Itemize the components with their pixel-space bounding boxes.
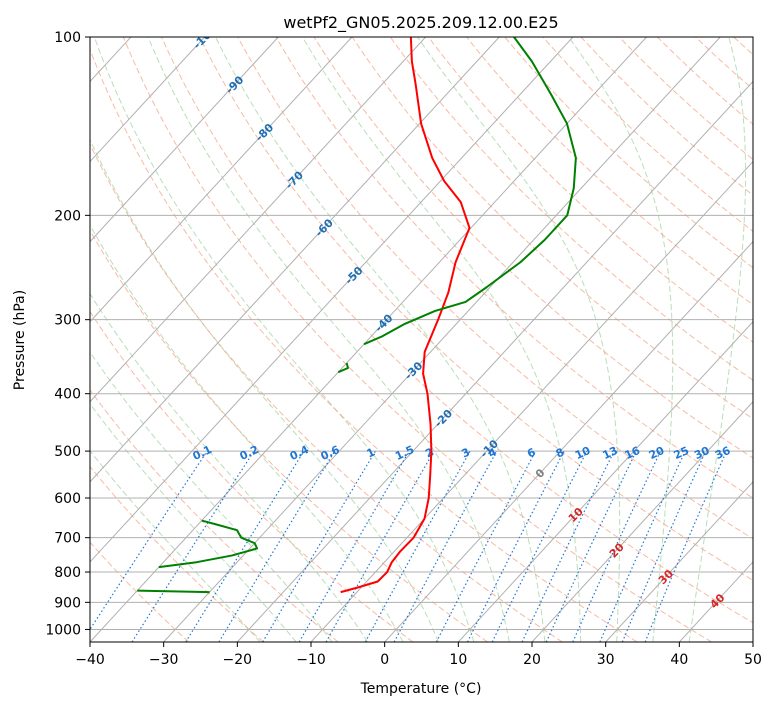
mixing-ratio-label: 20 xyxy=(647,444,667,462)
temperature-profile-line xyxy=(340,37,471,594)
isotherm-lines xyxy=(90,37,753,642)
isotherm-line xyxy=(90,37,279,243)
mixing-ratio-line xyxy=(545,451,637,642)
y-tick-label: 200 xyxy=(54,208,81,224)
mixing-ratio-line xyxy=(218,451,336,642)
mixing-ratio-labels: 0.1 0.2 0.4 0.6 1 1.5 2 3 4 6 8 10 13 16 20 25 30 36 xyxy=(191,443,733,463)
dry-adiabat xyxy=(90,389,339,642)
mixing-ratio-line xyxy=(262,451,376,642)
y-axis-label: Pressure (hPa) xyxy=(12,290,28,390)
isotherm-line xyxy=(163,37,721,642)
y-tick-label: 1000 xyxy=(45,622,81,638)
x-tick-label: −10 xyxy=(296,652,326,668)
x-tick-label: 40 xyxy=(670,652,688,668)
plot-area: -100-90-80-70-60-50-40-30-20-10010203040… xyxy=(90,37,753,642)
mixing-ratio-line xyxy=(644,451,727,642)
mixing-ratio-line xyxy=(185,451,305,642)
x-tick-label: 50 xyxy=(744,652,762,668)
mixing-ratio-line xyxy=(325,451,435,642)
mixing-ratio-line xyxy=(621,451,707,642)
moist-adiabat xyxy=(147,37,510,642)
plot-frame xyxy=(89,36,754,643)
mixing-ratio-line xyxy=(131,451,255,642)
isotherm-line xyxy=(90,37,574,563)
mixing-ratio-lines xyxy=(90,451,727,642)
isotherm-line xyxy=(310,160,753,642)
y-tick-label: 600 xyxy=(54,491,81,507)
dry-adiabat xyxy=(199,37,753,581)
isotherm-line xyxy=(90,37,426,403)
isotherm-line xyxy=(90,37,353,323)
y-axis-ticks: 100 200 300 400 500 600 700 800 900 1000 xyxy=(45,30,90,638)
x-axis-ticks: −40 −30 −20 −10 0 10 20 30 40 50 xyxy=(75,642,762,668)
chart-title: wetPf2_GN05.2025.209.12.00.E25 xyxy=(283,13,558,33)
x-axis-label: Temperature (°C) xyxy=(360,681,482,697)
x-tick-label: −30 xyxy=(149,652,179,668)
mixing-ratio-label: 25 xyxy=(672,444,691,462)
y-tick-label: 700 xyxy=(54,531,81,547)
y-tick-label: 100 xyxy=(54,30,81,46)
mixing-ratio-label: 16 xyxy=(623,444,643,462)
mixing-ratio-label: 36 xyxy=(713,444,733,462)
mixing-ratio-label: 10 xyxy=(573,444,593,462)
dry-adiabat xyxy=(90,229,488,642)
mixing-ratio-line xyxy=(393,451,498,642)
dry-adiabat xyxy=(237,37,753,540)
mixing-ratio-label: 30 xyxy=(692,444,712,462)
y-tick-label: 900 xyxy=(54,595,81,611)
y-tick-label: 500 xyxy=(54,444,81,460)
x-tick-label: −20 xyxy=(223,652,253,668)
dry-adiabat xyxy=(90,143,563,642)
dry-adiabat xyxy=(161,37,753,624)
isotherm-line xyxy=(605,481,753,642)
x-tick-label: −40 xyxy=(75,652,105,668)
y-tick-label: 400 xyxy=(54,387,81,403)
mixing-ratio-label: 13 xyxy=(600,444,619,462)
isotherm-line xyxy=(90,37,205,163)
isotherm-line xyxy=(236,80,753,642)
mixing-ratio-line xyxy=(521,451,615,642)
isotherm-line xyxy=(384,240,753,642)
isotherm-line xyxy=(90,37,647,642)
mixing-ratio-line xyxy=(572,451,661,642)
x-tick-label: 10 xyxy=(449,652,467,668)
isotherm-line xyxy=(90,37,500,483)
dry-adiabat xyxy=(389,37,753,381)
x-tick-label: 20 xyxy=(523,652,541,668)
y-tick-label: 800 xyxy=(54,565,81,581)
profile-series xyxy=(137,37,577,594)
mixing-ratio-line xyxy=(364,451,471,642)
x-tick-label: 0 xyxy=(380,652,389,668)
dry-adiabat xyxy=(428,37,753,343)
dewpoint-profile-line xyxy=(137,37,577,594)
y-tick-label: 300 xyxy=(54,313,81,329)
dry-adiabat xyxy=(504,37,753,269)
isotherm-line xyxy=(531,401,753,642)
isobar-gridlines xyxy=(90,37,753,630)
moist-adiabat xyxy=(93,37,475,642)
mixing-ratio-line xyxy=(491,451,588,642)
isotherm-line xyxy=(457,320,753,642)
x-tick-label: 30 xyxy=(597,652,615,668)
mixing-ratio-line xyxy=(298,451,410,642)
dry-adiabat xyxy=(122,37,712,642)
dry-adiabat xyxy=(90,48,638,642)
dry-adiabat xyxy=(90,465,264,642)
